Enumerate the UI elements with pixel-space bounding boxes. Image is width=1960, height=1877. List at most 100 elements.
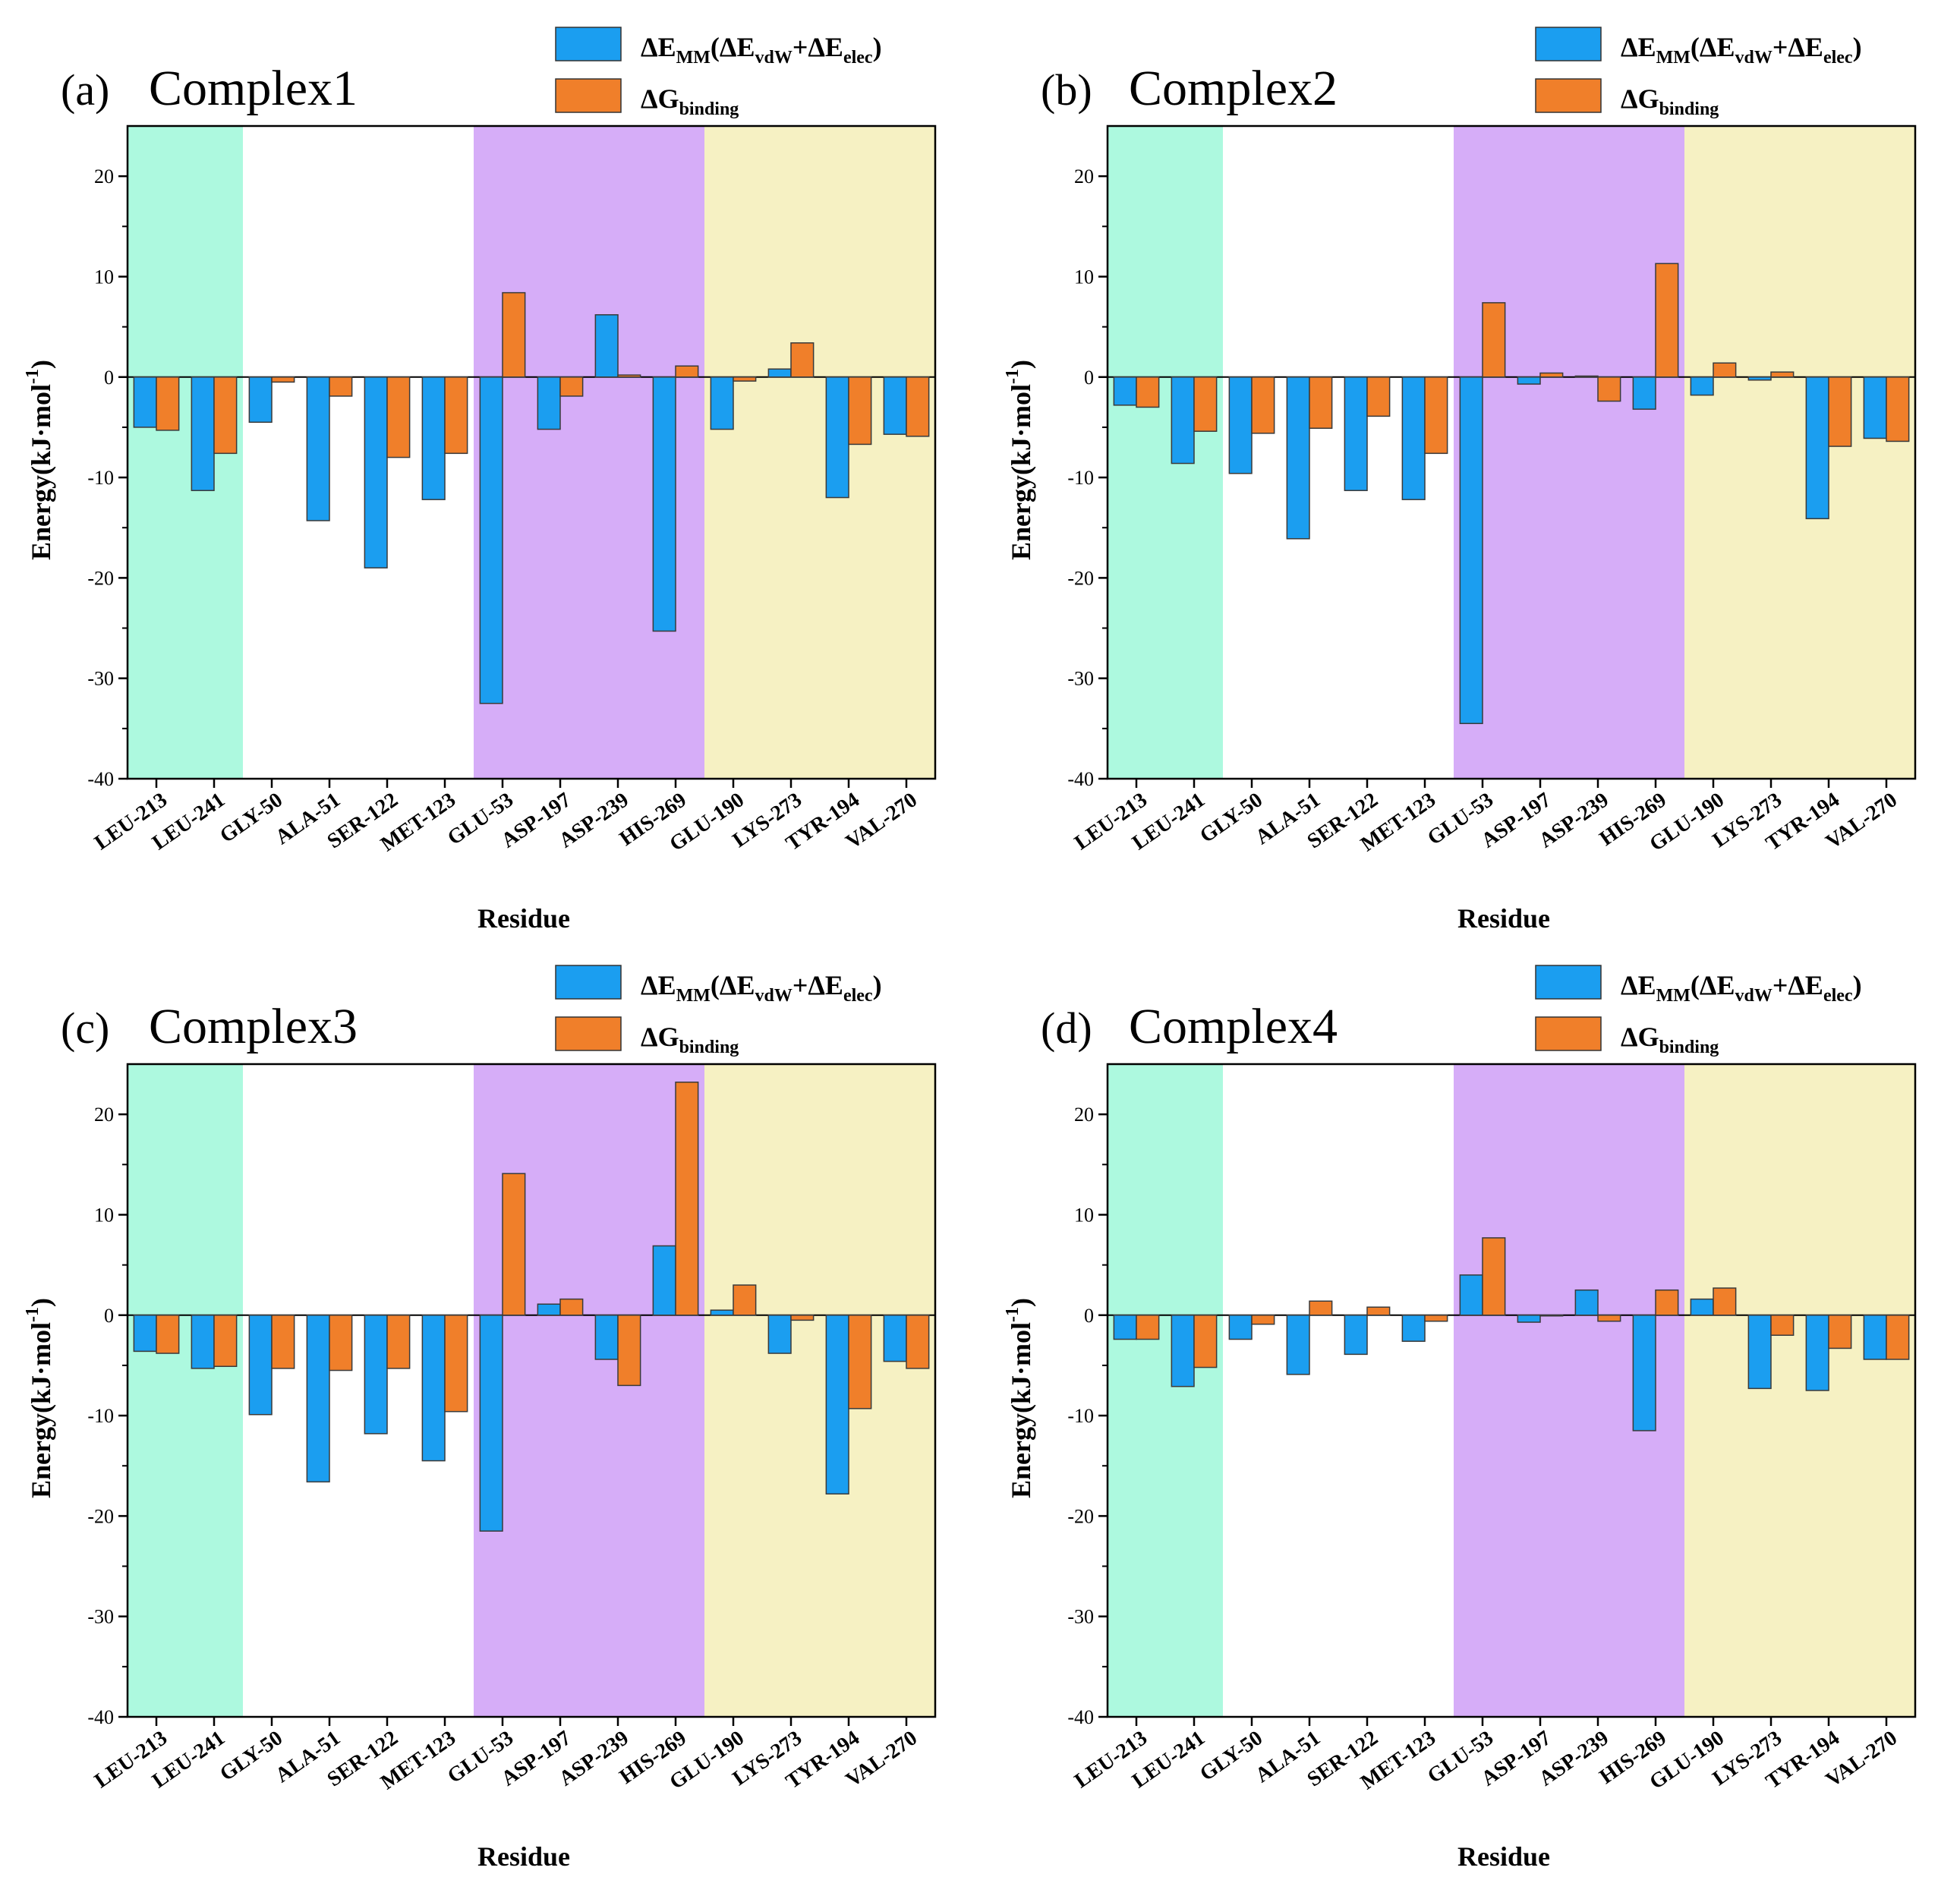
legend-emm-part: ΔE [1621,970,1656,1000]
legend-emm-part: vdW [1735,48,1772,68]
chart-panel-a: -40 -30 -20 -10 0 10 20 LEU-213 LEU-241 GLY-50 ALA… [0,0,980,938]
region-purple [1454,126,1684,779]
legend-emm-part: MM [676,986,711,1006]
bar-emm-glu-53 [1459,1274,1483,1316]
y-tick-label: -30 [1067,668,1094,690]
x-tick-label: GLY-50 [1196,788,1267,848]
panel-title: Complex4 [1129,999,1338,1054]
bar-emm-leu-213 [133,376,157,428]
legend-swatch-gbinding [1535,1016,1602,1051]
legend-emm-part: ) [1853,970,1862,1000]
bar-emm-his-269 [652,376,676,632]
region-teal [128,1064,243,1717]
bar-emm-asp-197 [1517,1315,1541,1323]
y-tick-label: -10 [1067,467,1094,489]
y-tick-label: -40 [87,768,114,790]
plot-frame [126,1063,937,1718]
legend-emm-part: MM [1656,48,1691,68]
bar-gbinding-val-270 [1886,376,1910,442]
bar-gbinding-glu-190 [1713,1287,1737,1316]
y-tick-label: 20 [1074,165,1094,187]
region-purple [474,1064,704,1717]
bar-gbinding-ser-122 [1366,1306,1391,1316]
bar-gbinding-asp-197 [1539,372,1564,378]
y-tick-label: -10 [87,467,114,489]
bar-gbinding-val-270 [906,1315,930,1369]
bar-emm-glu-53 [479,1315,503,1532]
y-tick-label: -20 [1067,1505,1094,1527]
plot-frame [126,124,937,780]
bar-emm-leu-241 [1171,376,1195,465]
bar-emm-lys-273 [1747,1315,1772,1390]
chart-svg: -40-30-20-1001020LEU-213LEU-241GLY-50ALA… [1003,27,1917,934]
y-axis-title-main: Energy(kJ·mol [1006,1322,1036,1498]
bar-gbinding-met-123 [1424,1315,1448,1322]
bar-emm-met-123 [421,1315,446,1462]
legend-g-part: binding [1659,99,1719,119]
y-tick-label: -30 [1067,1606,1094,1628]
y-tick-label: 10 [1074,266,1094,288]
legend-emm-part: elec [1823,48,1853,68]
x-tick-label: GLY-50 [216,1726,287,1786]
bar-gbinding-ser-122 [1366,376,1391,417]
bar-emm-ala-51 [1286,1315,1310,1375]
legend-label-gbinding: ΔGbinding [1621,83,1719,119]
bar-emm-lys-273 [1747,376,1772,381]
y-axis-title-close: ) [1006,1298,1036,1307]
bar-emm-gly-50 [248,376,273,424]
bar-gbinding-his-269 [675,1082,699,1316]
plot-frame [1106,1063,1917,1718]
y-tick-label: 10 [94,266,114,288]
legend-emm-part: (ΔE [711,970,755,1000]
y-axis-title: Energy(kJ·mol-1) [1003,1298,1036,1498]
region-white [1223,1064,1454,1717]
legend-label-emm: ΔEMM(ΔEvdW+ΔEelec) [641,970,882,1006]
bar-emm-gly-50 [1228,376,1253,474]
bar-emm-ser-122 [364,376,388,568]
y-tick-label: 10 [1074,1204,1094,1226]
bar-gbinding-ala-51 [329,1315,353,1372]
bar-emm-val-270 [1863,1315,1887,1360]
bar-gbinding-glu-53 [502,291,526,378]
y-tick-label: -30 [87,668,114,690]
legend-emm-part: vdW [1735,986,1772,1006]
legend-label-emm: ΔEMM(ΔEvdW+ΔEelec) [641,32,882,68]
bar-gbinding-leu-213 [156,376,180,431]
bar-gbinding-asp-197 [1539,1315,1564,1317]
bar-gbinding-glu-190 [733,376,757,382]
bar-gbinding-glu-53 [502,1173,526,1316]
legend-emm-part: ΔE [1621,32,1656,62]
bar-gbinding-lys-273 [1770,1315,1795,1336]
y-tick-label: -10 [87,1405,114,1427]
bar-gbinding-tyr-194 [1828,1315,1852,1349]
x-axis-title: Residue [1457,903,1550,934]
legend-emm-part: elec [843,986,873,1006]
x-axis-title: Residue [1457,1841,1550,1872]
legend-emm-part: elec [843,48,873,68]
bar-emm-met-123 [1401,1315,1426,1342]
chart-panel-b: -40 -30 -20 -10 0 10 20 LEU-213 LEU-241 GLY-50 ALA… [980,0,1960,938]
y-tick-label: -40 [1067,1706,1094,1728]
chart-panel-d: -40 -30 -20 -10 0 10 20 LEU-213 LEU-241 GLY-50 ALA… [980,938,1960,1876]
bar-gbinding-asp-197 [559,376,584,397]
legend-emm-part: ) [873,970,882,1000]
panel-title: Complex3 [149,999,358,1054]
legend-emm-part: (ΔE [711,32,755,62]
bar-gbinding-ser-122 [386,376,411,458]
bar-emm-asp-239 [1574,1289,1599,1316]
bar-emm-ala-51 [306,376,330,521]
y-tick-label: -20 [87,1505,114,1527]
legend-swatch-emm [1535,27,1602,61]
chart-svg: -40-30-20-1001020LEU-213LEU-241GLY-50ALA… [23,965,937,1872]
legend-g-part: binding [679,99,739,119]
bar-gbinding-val-270 [1886,1315,1910,1360]
bar-gbinding-ser-122 [386,1315,411,1369]
bar-emm-his-269 [1632,1315,1656,1431]
legend-g-part: binding [679,1038,739,1057]
bar-emm-glu-190 [710,376,734,430]
legend-swatch-emm [555,27,622,61]
legend-emm-part: +ΔE [793,32,843,62]
legend-label-gbinding: ΔGbinding [1621,1022,1719,1057]
y-tick-label: 0 [1084,367,1094,389]
legend-emm-part: (ΔE [1691,970,1735,1000]
